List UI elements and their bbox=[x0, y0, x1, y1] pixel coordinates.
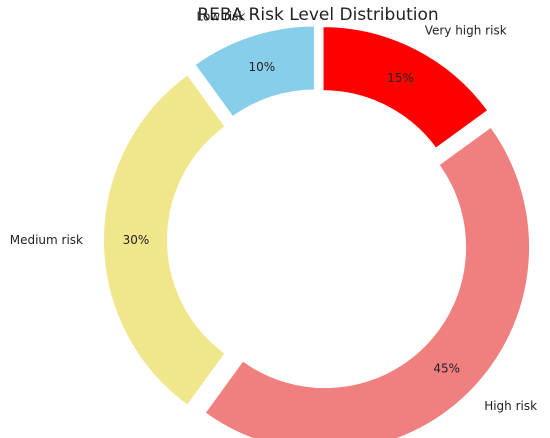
donut-slice-low-risk bbox=[193, 24, 316, 119]
pct-label-very-high-risk: 15% bbox=[387, 71, 414, 85]
slice-label-very-high-risk: Very high risk bbox=[425, 24, 507, 38]
slice-label-low-risk: Low risk bbox=[196, 10, 245, 24]
donut-slice-high-risk bbox=[203, 125, 532, 438]
pct-label-medium-risk: 30% bbox=[123, 233, 150, 247]
donut-slice-very-high-risk bbox=[321, 25, 490, 151]
slice-labels: Very high risk 15% High risk 45% Medium risk… bbox=[10, 10, 537, 414]
chart-title: REBA Risk Level Distribution bbox=[197, 5, 438, 25]
slice-label-high-risk: High risk bbox=[484, 399, 537, 413]
pct-label-low-risk: 10% bbox=[248, 60, 275, 74]
donut-slices bbox=[102, 24, 532, 438]
donut-slice-medium-risk bbox=[102, 72, 228, 408]
pct-label-high-risk: 45% bbox=[433, 362, 460, 376]
slice-label-medium-risk: Medium risk bbox=[10, 233, 83, 247]
